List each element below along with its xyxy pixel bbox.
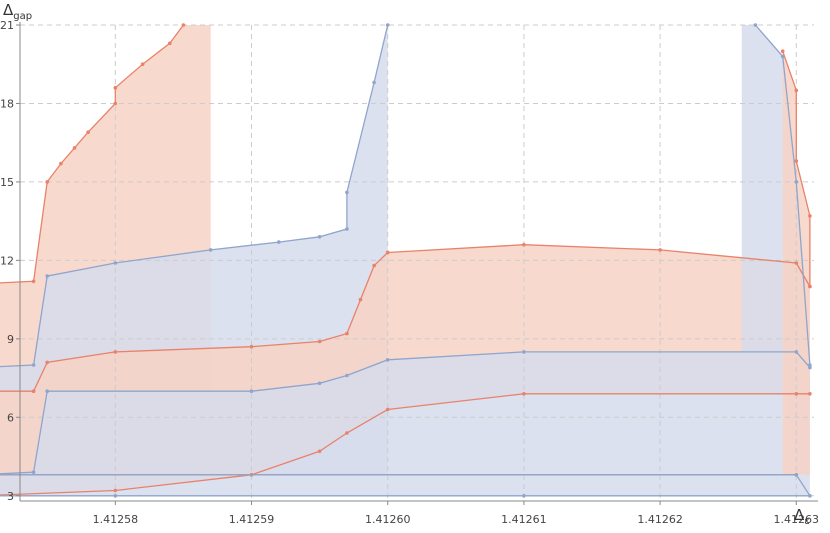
axes bbox=[16, 22, 818, 505]
series-5-point-7 bbox=[794, 392, 799, 396]
series-0-point-1 bbox=[31, 279, 36, 284]
series-lines bbox=[0, 23, 812, 498]
x-tick-label-4: 1.41262 bbox=[637, 513, 683, 526]
series-5-point-6 bbox=[522, 392, 526, 396]
series-0-point-5 bbox=[86, 130, 90, 134]
series-2-point-2 bbox=[658, 248, 662, 252]
tick-labels: 1.41258 1.41259 1.41260 1.41261 1.41262 1.412… bbox=[0, 19, 819, 526]
series-1-point-6 bbox=[317, 235, 322, 239]
series-line-9 bbox=[754, 24, 811, 366]
series-10-point-1 bbox=[794, 88, 799, 93]
y-tick-label-0: 3 bbox=[7, 490, 14, 503]
series-10-point-2 bbox=[794, 159, 799, 163]
series-0-point-9 bbox=[168, 41, 172, 46]
series-0-point-6 bbox=[113, 101, 118, 106]
series-3-point-9 bbox=[385, 250, 390, 255]
axis-labels: Δgap Δε bbox=[3, 1, 810, 527]
series-0-point-8 bbox=[140, 62, 145, 66]
series-4-point-1 bbox=[31, 470, 36, 475]
series-3-point-6 bbox=[345, 331, 349, 336]
series-0-point-7 bbox=[113, 86, 118, 90]
series-0-point-10 bbox=[181, 23, 186, 27]
series-5-point-3 bbox=[317, 449, 322, 454]
series-3-point-4 bbox=[249, 344, 254, 349]
series-3-point-2 bbox=[45, 360, 49, 365]
series-1-point-4 bbox=[208, 248, 213, 252]
x-tick-label-5: 1.41263 bbox=[774, 513, 820, 526]
series-5-point-5 bbox=[385, 407, 390, 412]
x-tick-label-1: 1.41259 bbox=[229, 513, 275, 526]
shaded-regions bbox=[0, 25, 810, 496]
y-axis-label: Δgap bbox=[3, 1, 32, 22]
y-tick-label-4: 15 bbox=[0, 176, 14, 189]
series-3-point-3 bbox=[113, 350, 118, 354]
y-tick-label-3: 12 bbox=[0, 254, 14, 267]
series-3-point-1 bbox=[31, 389, 36, 394]
series-9-point-2 bbox=[794, 180, 799, 184]
series-2-point-1 bbox=[522, 242, 526, 247]
x-tick-label-0: 1.41258 bbox=[93, 513, 139, 526]
series-10-point-0 bbox=[780, 49, 785, 53]
series-4-point-9 bbox=[808, 365, 812, 370]
series-5-point-4 bbox=[345, 431, 349, 435]
x-tick-label-3: 1.41261 bbox=[501, 513, 547, 526]
series-7-point-2 bbox=[522, 494, 526, 498]
series-1-point-1 bbox=[31, 363, 36, 367]
series-4-point-4 bbox=[317, 381, 322, 386]
series-1-point-8 bbox=[345, 190, 349, 195]
series-2-point-3 bbox=[794, 261, 799, 265]
series-8-point-1 bbox=[794, 473, 799, 477]
series-line-4 bbox=[0, 351, 811, 475]
series-8-point-2 bbox=[808, 494, 812, 498]
series-1-point-9 bbox=[372, 80, 376, 85]
y-tick-label-2: 9 bbox=[7, 333, 14, 346]
series-10-point-3 bbox=[808, 214, 812, 218]
series-3-point-7 bbox=[358, 297, 363, 302]
x-axis-label: Δε bbox=[794, 506, 810, 527]
series-4-point-3 bbox=[249, 389, 254, 394]
series-9-point-0 bbox=[753, 23, 758, 27]
series-0-point-3 bbox=[59, 161, 63, 166]
y-tick-label-6: 21 bbox=[0, 19, 14, 32]
series-4-point-8 bbox=[794, 350, 799, 354]
series-line-3 bbox=[0, 252, 389, 392]
y-tick-label-5: 18 bbox=[0, 97, 14, 110]
series-1-point-5 bbox=[277, 240, 281, 244]
series-10-point-4 bbox=[808, 284, 812, 289]
series-4-point-2 bbox=[45, 389, 49, 394]
series-9-point-3 bbox=[808, 363, 812, 367]
series-5-point-8 bbox=[808, 392, 812, 396]
series-4-point-7 bbox=[522, 350, 526, 354]
x-tick-label-2: 1.41260 bbox=[365, 513, 411, 526]
series-1-point-2 bbox=[45, 274, 49, 278]
series-4-point-5 bbox=[345, 373, 349, 378]
series-3-point-5 bbox=[317, 339, 322, 344]
series-0-point-2 bbox=[45, 180, 49, 184]
y-tick-label-1: 6 bbox=[7, 411, 14, 424]
series-1-point-7 bbox=[345, 227, 349, 231]
series-4-point-6 bbox=[385, 358, 390, 362]
series-5-point-1 bbox=[113, 488, 118, 493]
series-1-point-10 bbox=[385, 23, 390, 27]
series-0-point-4 bbox=[72, 146, 77, 150]
series-7-point-1 bbox=[113, 494, 118, 498]
series-1-point-3 bbox=[113, 261, 118, 265]
series-3-point-8 bbox=[372, 263, 376, 268]
region-3 bbox=[0, 351, 810, 496]
